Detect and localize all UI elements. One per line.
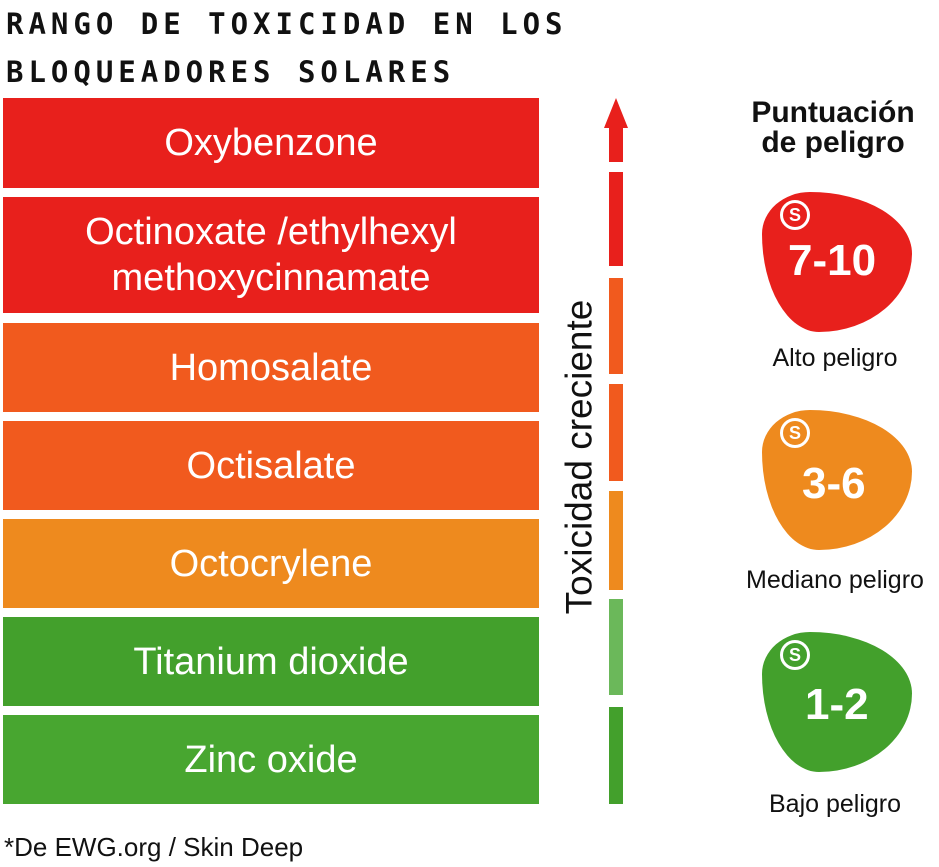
hazard-score-title: Puntuación de peligro [751,96,915,159]
ingredient-label-line-2: methoxycinnamate [111,257,431,299]
ingredient-label: Titanium dioxide [133,640,409,683]
arrow-segment-red [609,172,623,266]
source-note: *De EWG.org / Skin Deep [4,832,304,862]
hazard-label-low: Bajo peligro [768,790,902,818]
arrow-segment-orange-1 [609,278,623,374]
hazard-score-medium: 3-6 [802,459,866,508]
ingredient-bar-octinoxate: Octinoxate /ethylhexyl methoxycinnamate [3,197,539,313]
ingredient-bar-oxybenzone: Oxybenzone [3,98,539,188]
ingredient-bar-octocrylene: Octocrylene [3,519,539,608]
ingredient-bar-octisalate: Octisalate [3,421,539,510]
ingredient-label: Octisalate [186,444,356,487]
title: RANGO DE TOXICIDAD EN LOS BLOQUEADORES S… [6,0,568,96]
arrow-up-icon [604,98,628,128]
ingredient-bar-homosalate: Homosalate [3,323,539,412]
hazard-label-medium: Mediano peligro [746,566,924,594]
sunscreen-face-icon: S [780,418,810,448]
ingredient-label: Oxybenzone [164,122,378,164]
sunscreen-face-icon: S [780,200,810,230]
arrow-segment-green [609,707,623,804]
toxicity-axis-label: Toxicidad creciente [558,299,600,615]
sunscreen-face-icon: S [780,640,810,670]
ingredient-bar-zinc-oxide: Zinc oxide [3,715,539,804]
hazard-score-low: 1-2 [805,680,869,729]
arrow-stem [609,126,623,162]
arrow-segment-amber [609,491,623,590]
arrow-segment-orange-2 [609,384,623,481]
ingredient-label: Octocrylene [169,542,373,585]
hazard-label-high: Alto peligro [772,344,898,372]
ingredient-bar-titanium-dioxide: Titanium dioxide [3,617,539,706]
arrow-segment-light-green [609,599,623,695]
ingredient-label-line-1: Octinoxate /ethylhexyl [85,211,457,253]
title-line-1: RANGO DE TOXICIDAD EN LOS [6,7,568,41]
hazard-score-high: 7-10 [788,236,877,285]
title-line-2: BLOQUEADORES SOLARES [6,55,456,89]
ingredient-label: Zinc oxide [184,738,358,781]
ingredient-label: Homosalate [169,346,373,389]
